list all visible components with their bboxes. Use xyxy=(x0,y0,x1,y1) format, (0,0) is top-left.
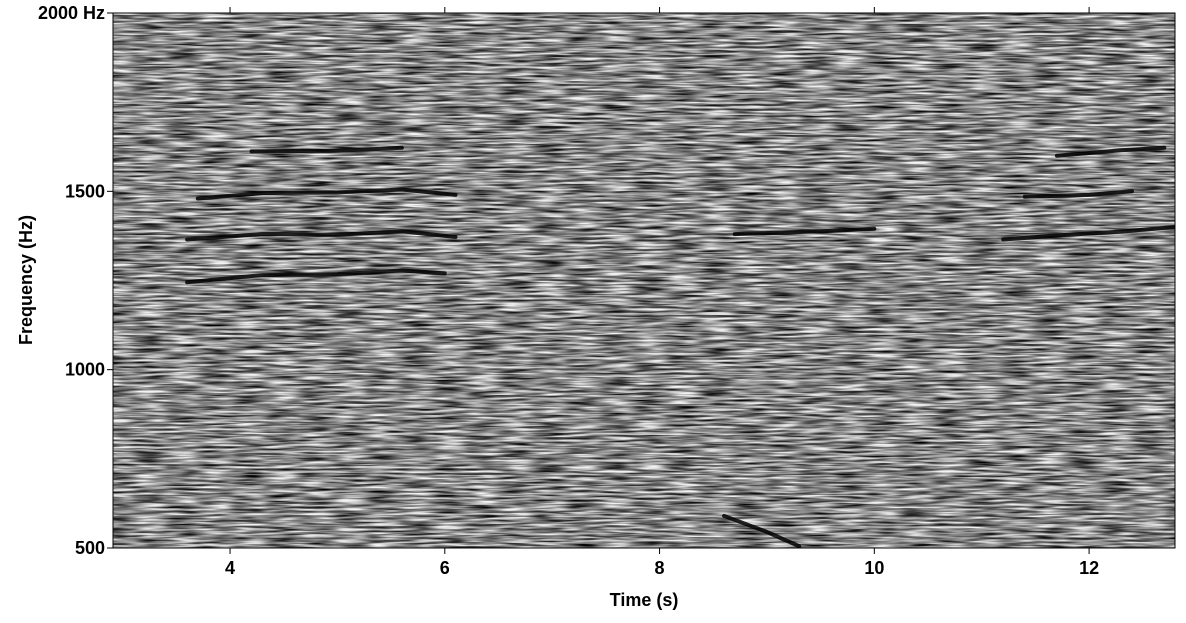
y-tick-label: 1500 xyxy=(65,181,105,201)
y-tick-label: 2000 Hz xyxy=(38,3,105,23)
x-tick-label: 4 xyxy=(225,558,235,578)
plot-frame xyxy=(112,12,1176,549)
harmonic-trace xyxy=(1001,225,1175,242)
x-axis-label: Time (s) xyxy=(610,590,679,610)
x-tick-label: 10 xyxy=(864,558,884,578)
harmonic-trace xyxy=(249,145,404,154)
harmonic-trace xyxy=(732,226,877,237)
y-axis-label: Frequency (Hz) xyxy=(16,215,36,345)
traces xyxy=(185,145,1175,548)
y-tick-label: 1000 xyxy=(65,360,105,380)
x-tick-label: 12 xyxy=(1079,558,1099,578)
harmonic-trace xyxy=(195,187,458,201)
harmonic-trace xyxy=(1054,145,1167,158)
harmonic-trace xyxy=(1022,189,1134,199)
x-tick-label: 8 xyxy=(655,558,665,578)
y-tick-label: 500 xyxy=(75,538,105,558)
spectrogram-texture xyxy=(113,13,1175,548)
harmonic-trace xyxy=(722,513,802,548)
harmonic-trace xyxy=(185,268,447,285)
x-tick-label: 6 xyxy=(440,558,450,578)
harmonic-trace xyxy=(185,229,458,242)
